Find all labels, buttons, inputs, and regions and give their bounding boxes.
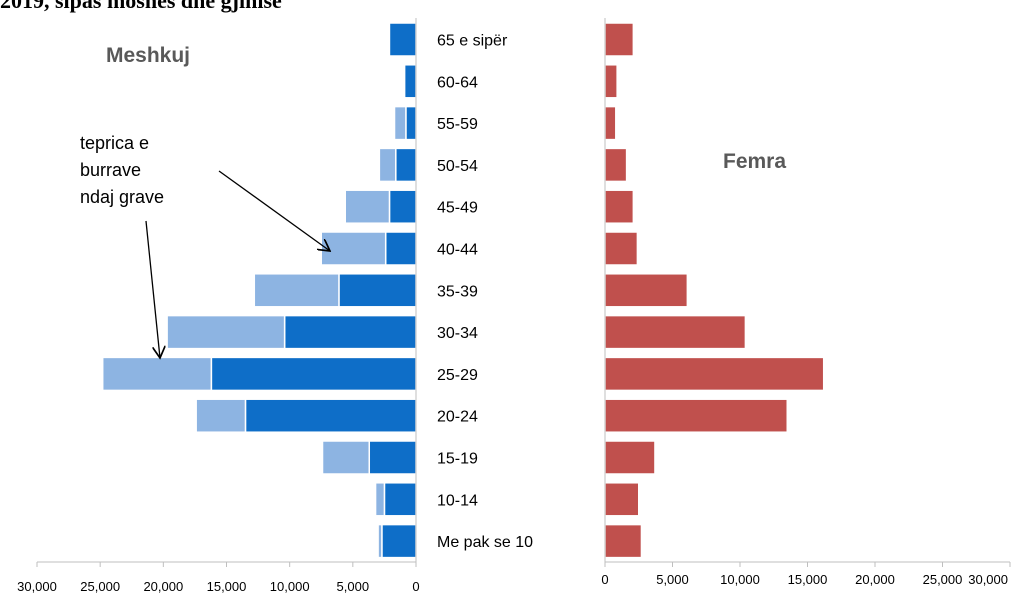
female-x-tick-label: 30,000 (968, 572, 1008, 587)
male-x-tick-label: 15,000 (207, 579, 247, 594)
age-group-label: Me pak se 10 (437, 534, 533, 551)
male-x-tick-label: 25,000 (80, 579, 120, 594)
male-bar-women-equal-1 (383, 482, 417, 517)
male-bar-women-equal-12 (388, 22, 417, 57)
annotation: teprica e burrave ndaj grave (80, 133, 330, 358)
age-group-label: 55-59 (437, 116, 478, 133)
female-bar-4 (604, 356, 825, 392)
female-bar-0 (604, 523, 643, 559)
female-bar-7 (604, 231, 639, 266)
male-bar-excess-1 (374, 482, 386, 517)
male-bar-women-equal-2 (368, 440, 417, 475)
female-x-tick-label: 10,000 (720, 572, 760, 587)
male-bar-excess-10 (393, 105, 407, 141)
male-bar-women-equal-4 (210, 356, 417, 392)
male-bar-excess-7 (320, 231, 387, 266)
age-group-label: 25-29 (437, 367, 478, 384)
male-x-tick-label: 10,000 (270, 579, 310, 594)
male-bar-excess-9 (378, 147, 397, 183)
annotation-text-line: burrave (80, 160, 141, 180)
age-group-label: 60-64 (437, 74, 478, 91)
age-group-label: 40-44 (437, 242, 478, 259)
age-group-label: 15-19 (437, 451, 478, 468)
female-bar-1 (604, 482, 640, 517)
male-x-tick-label: 5,000 (337, 579, 370, 594)
age-group-label: 35-39 (437, 283, 478, 300)
female-bar-2 (604, 440, 656, 475)
age-group-label: 65 e sipër (437, 33, 508, 50)
male-bar-excess-6 (253, 273, 340, 308)
female-panel-title: Femra (723, 150, 786, 173)
female-bar-11 (604, 64, 618, 99)
male-x-tick-label: 0 (412, 579, 419, 594)
male-bar-excess-0 (377, 523, 383, 559)
male-x-tick-label: 30,000 (17, 579, 57, 594)
male-bar-women-equal-7 (384, 231, 417, 266)
male-bar-excess-2 (321, 440, 371, 475)
female-bar-12 (604, 22, 635, 57)
female-bar-3 (604, 398, 788, 433)
annotation-text-line: teprica e (80, 133, 149, 153)
male-bar-women-equal-3 (244, 398, 417, 433)
male-bar-excess-5 (166, 314, 286, 350)
chart-title-fragment: 2019, sipas moshës dhe gjinisë (0, 0, 282, 13)
female-bar-8 (604, 189, 635, 224)
male-panel: 30,000 25,000 20,000 15,000 10,000 5,000 0 Mesh… (17, 18, 420, 594)
male-bar-excess-4 (101, 356, 213, 392)
male-bar-women-equal-5 (283, 314, 417, 350)
age-group-label: 30-34 (437, 325, 478, 342)
male-panel-title: Meshkuj (106, 44, 190, 67)
female-x-tick-label: 15,000 (788, 572, 828, 587)
female-x-tick-label: 0 (601, 572, 608, 587)
female-x-tick-label: 20,000 (855, 572, 895, 587)
female-panel: 0 5,000 10,000 15,000 20,000 25,000 30,000 Femr… (601, 18, 1011, 587)
age-group-label: 50-54 (437, 158, 478, 175)
male-bar-women-equal-0 (381, 523, 417, 559)
male-bar-excess-8 (344, 189, 391, 224)
male-bar-women-equal-11 (403, 64, 417, 99)
female-bar-6 (604, 273, 689, 308)
male-bar-women-equal-10 (405, 105, 417, 141)
annotation-arrow-lower (145, 220, 160, 358)
female-bar-10 (604, 105, 617, 141)
female-x-tick-label: 25,000 (923, 572, 963, 587)
female-x-tick-label: 5,000 (656, 572, 689, 587)
annotation-text-line: ndaj grave (80, 187, 164, 207)
male-bar-excess-3 (195, 398, 247, 433)
female-bar-5 (604, 314, 747, 350)
age-group-label: 45-49 (437, 200, 478, 217)
category-labels: Me pak se 10 10-14 15-19 20-24 25-29 30-34 35-… (437, 33, 533, 552)
annotation-arrow-upper (218, 170, 330, 251)
female-bar-9 (604, 147, 628, 183)
male-x-tick-label: 20,000 (143, 579, 183, 594)
age-group-label: 10-14 (437, 492, 478, 509)
male-bar-women-equal-9 (395, 147, 417, 183)
male-bar-women-equal-6 (338, 273, 417, 308)
male-bar-women-equal-8 (388, 189, 417, 224)
age-group-label: 20-24 (437, 409, 478, 426)
